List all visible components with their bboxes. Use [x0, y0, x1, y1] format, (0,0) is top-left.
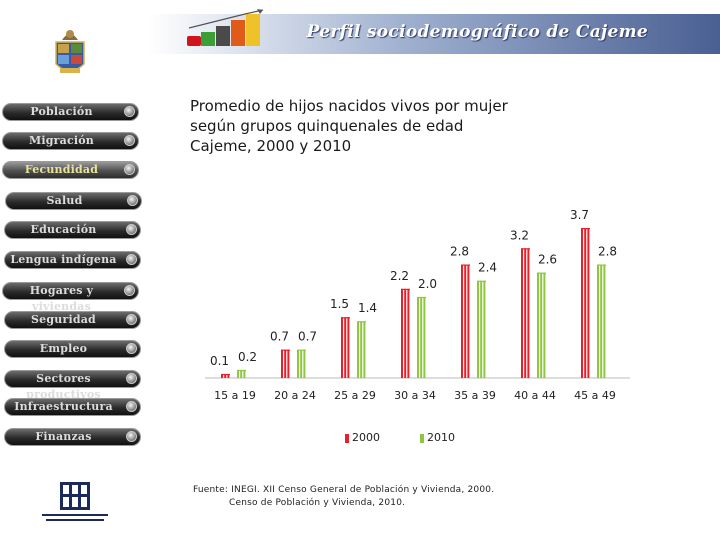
nav-item-label: Hogares y viviendas [29, 284, 94, 313]
data-label-2010-0: 0.2 [238, 350, 257, 364]
nav-item-label: Finanzas [35, 430, 92, 443]
data-label-2000-4: 2.8 [450, 244, 469, 258]
data-label-2000-6: 3.7 [570, 208, 589, 222]
nav-item-educacion[interactable]: Educación [4, 221, 141, 239]
page-title: Perfil sociodemográfico de Cajeme [306, 22, 648, 42]
data-label-2010-6: 2.8 [598, 244, 617, 258]
chart-title-line-1: Promedio de hijos nacidos vivos por muje… [190, 97, 508, 115]
nav-dot-icon [126, 431, 137, 442]
data-label-2010-2: 1.4 [358, 301, 377, 315]
nav-item-label: Salud [46, 194, 83, 207]
nav-item-label: Lengua indígena [10, 253, 117, 266]
data-label-2010-1: 0.7 [298, 330, 317, 344]
source-note: Fuente: INEGI. XII Censo General de Pobl… [193, 484, 494, 510]
nav-dot-icon [124, 135, 135, 146]
nav-item-label: Educación [30, 223, 97, 236]
nav-dot-icon [127, 195, 138, 206]
x-tick-label-4: 35 a 39 [454, 389, 496, 402]
data-label-2000-0: 0.1 [210, 354, 229, 368]
bar-2010-2 [357, 321, 366, 378]
bar-2000-5 [521, 248, 530, 378]
x-tick-label-6: 45 a 49 [574, 389, 616, 402]
bar-2010-5 [537, 272, 546, 378]
chart-title-line-3: Cajeme, 2000 y 2010 [190, 137, 352, 155]
data-label-2000-1: 0.7 [270, 330, 289, 344]
nav-item-finanzas[interactable]: Finanzas [4, 428, 141, 446]
legend-item-2000: 2000 [345, 431, 380, 444]
data-label-2010-3: 2.0 [418, 277, 437, 291]
nav-dot-icon [124, 164, 135, 175]
bar-2000-6 [581, 228, 590, 378]
bar-2000-2 [341, 317, 350, 378]
nav-item-label: Infraestructura [14, 400, 113, 413]
nav-dot-icon [126, 314, 137, 325]
nav-item-label: Población [30, 105, 93, 118]
data-label-2000-2: 1.5 [330, 297, 349, 311]
bar-2010-4 [477, 280, 486, 378]
source-line-1: Fuente: INEGI. XII Censo General de Pobl… [193, 485, 495, 495]
nav-dot-icon [126, 224, 137, 235]
nav-item-label: Migración [29, 134, 94, 147]
chart-title-line-2: según grupos quinquenales de edad [190, 117, 464, 135]
nav-dot-icon [126, 254, 137, 265]
x-tick-label-2: 25 a 29 [334, 389, 376, 402]
nav-item-label: Empleo [39, 342, 88, 355]
nav-item-label: Fecundidad [24, 163, 99, 176]
legend-swatch-2010 [420, 433, 424, 443]
bar-2010-3 [417, 296, 426, 378]
data-label-2010-5: 2.6 [538, 253, 557, 267]
x-tick-label-5: 40 a 44 [514, 389, 556, 402]
nav-item-empleo[interactable]: Empleo [4, 340, 141, 358]
bar-2010-0 [237, 369, 246, 378]
data-label-2000-3: 2.2 [390, 269, 409, 283]
source-line-2: Censo de Población y Vivienda, 2010. [229, 498, 406, 508]
nav-item-sectores-productivos[interactable]: Sectores productivos [4, 370, 141, 401]
bar-2010-1 [297, 349, 306, 378]
data-label-2010-4: 2.4 [478, 261, 497, 275]
nav-item-label: Seguridad [31, 313, 96, 326]
bar-2000-1 [281, 349, 290, 378]
nav-item-lengua-indigena[interactable]: Lengua indígena [4, 251, 141, 269]
nav-item-infraestructura[interactable]: Infraestructura [4, 398, 141, 416]
bar-2000-3 [401, 288, 410, 378]
nav-dot-icon [126, 343, 137, 354]
data-label-2000-5: 3.2 [510, 228, 529, 242]
legend-swatch-2000 [345, 433, 349, 443]
legend-label-2000: 2000 [352, 431, 380, 444]
nav-item-hogares-viviendas[interactable]: Hogares y viviendas [2, 282, 139, 313]
x-tick-label-0: 15 a 19 [214, 389, 256, 402]
bar-2000-0 [221, 373, 230, 378]
x-tick-label-1: 20 a 24 [274, 389, 316, 402]
legend-item-2010: 2010 [420, 431, 455, 444]
nav-item-label: Sectores productivos [26, 372, 101, 401]
nav-dot-icon [126, 373, 137, 384]
nav-dot-icon [124, 106, 135, 117]
nav-dot-icon [124, 285, 135, 296]
bar-chart-logo-icon [187, 9, 264, 46]
inegi-logo-icon [42, 482, 108, 521]
bar-2000-4 [461, 264, 470, 378]
legend-label-2010: 2010 [427, 431, 455, 444]
nav-item-salud[interactable]: Salud [5, 192, 142, 210]
nav-item-migracion[interactable]: Migración [2, 132, 139, 150]
nav-item-poblacion[interactable]: Población [2, 103, 139, 121]
chart-title: Promedio de hijos nacidos vivos por muje… [190, 96, 570, 156]
x-tick-label-3: 30 a 34 [394, 389, 436, 402]
nav-item-fecundidad[interactable]: Fecundidad [2, 161, 139, 179]
nav-dot-icon [126, 401, 137, 412]
nav-item-seguridad[interactable]: Seguridad [4, 311, 141, 329]
bar-2010-6 [597, 264, 606, 378]
municipal-crest-icon [55, 30, 85, 73]
